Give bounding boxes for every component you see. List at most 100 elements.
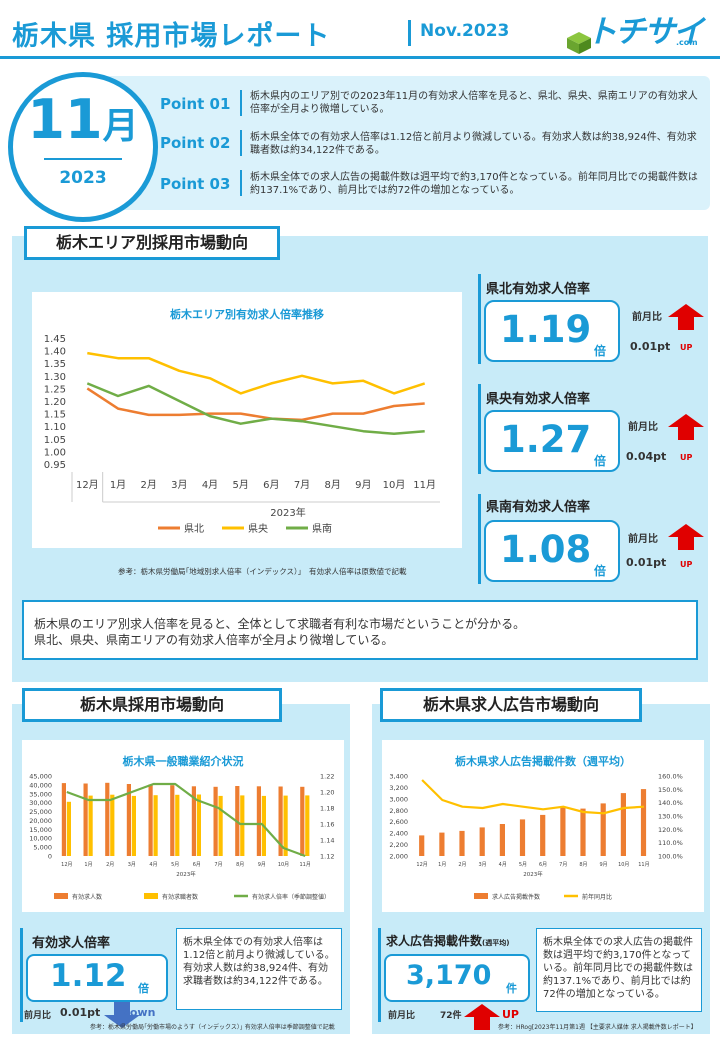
y-tick-label: 1.05 [44, 435, 66, 446]
y2-tick-label: 1.14 [320, 837, 334, 845]
y2-tick-label: 130.0% [658, 813, 683, 821]
kpi-south-accent [478, 494, 481, 584]
employment-kpi-unit: 倍 [138, 982, 149, 995]
y-tick-label: 20,000 [29, 817, 52, 825]
y-tick-label: 45,000 [29, 773, 52, 781]
kpi-north-unit: 倍 [594, 344, 607, 358]
logo-icon [567, 32, 591, 54]
bar-求人広告掲載件数 [580, 808, 586, 856]
x-tick-label: 1月 [438, 862, 446, 868]
arrow-up-icon [668, 414, 704, 440]
kpi-south-box: 1.08 倍 [484, 520, 620, 582]
arrow-down-icon [104, 1002, 140, 1028]
legend-label: 県央 [248, 522, 268, 535]
bar-有効求人数 [213, 786, 218, 856]
ads-combo-chart: 栃木県求人広告掲載件数（週平均） 2,000 2,200 2,400 2,600 2,80… [389, 754, 683, 901]
bar-求人広告掲載件数 [439, 832, 445, 856]
logo-text: トチサイ [586, 14, 704, 50]
x-tick-label: 3月 [128, 862, 136, 868]
bar-有効求職者数 [153, 795, 158, 856]
employment-combo-chart: 栃木県一般職業紹介状況 05,00010,00015,00020,00025,00… [29, 754, 334, 901]
series-line-県央 [87, 351, 426, 395]
legend-swatch [474, 893, 488, 899]
y-tick-label: 15,000 [29, 826, 52, 834]
x-axis-label: 2023年 [523, 870, 543, 878]
y2-tick-label: 1.18 [320, 805, 334, 813]
point-03-label: Point 03 [160, 175, 231, 193]
ads-kpi-value: 3,170 [406, 960, 492, 991]
month-year: 2023 [59, 168, 107, 188]
point-01-label: Point 01 [160, 95, 231, 113]
legend-label: 県北 [184, 523, 204, 535]
kpi-north-box: 1.19 倍 [484, 300, 620, 362]
bar-有効求人数 [191, 786, 196, 856]
y-tick-label: 40,000 [29, 781, 52, 789]
y-tick-label: 10,000 [29, 835, 52, 843]
x-tick-label: 7月 [559, 862, 567, 868]
ads-kpi-box: 3,170 件 [384, 954, 530, 1002]
y-tick-label: 25,000 [29, 808, 52, 816]
series-line-県南 [86, 382, 425, 436]
y-tick-label: 1.00 [44, 447, 66, 458]
y-tick-label: 3,000 [389, 795, 408, 803]
arrow-up-icon [668, 304, 704, 330]
y2-tick-label: 150.0% [658, 786, 683, 794]
y2-tick-label: 1.20 [320, 789, 334, 797]
x-tick-label: 11月 [638, 862, 649, 868]
ads-kpi-unit: 件 [506, 982, 517, 995]
employment-kpi-box: 1.12 倍 [26, 954, 168, 1002]
area-line-chart: 栃木エリア別有効求人倍率推移 0.95 1.001.05 1.101.15 1.20 1.… [44, 307, 440, 535]
bar-有効求人数 [148, 784, 153, 856]
y-tick-label: 2,600 [389, 818, 408, 826]
x-tick-label: 5月 [171, 862, 179, 868]
x-tick-label: 2月 [106, 862, 114, 868]
bar-求人広告掲載件数 [620, 793, 626, 856]
kpi-central-label: 県央有効求人倍率 [486, 392, 591, 407]
x-tick-label: 3月 [478, 862, 486, 868]
kpi-north-cmp: 前月比 [632, 312, 662, 323]
employment-kpi-direction: down [122, 1006, 156, 1019]
bar-有効求職者数 [131, 795, 136, 856]
x-tick-label: 6月 [193, 862, 201, 868]
bar-有効求職者数 [283, 795, 288, 856]
x-tick-label: 2月 [458, 862, 466, 868]
kpi-central-delta: 0.04pt [626, 450, 667, 463]
employment-section-title: 栃木県採用市場動向 [22, 688, 282, 722]
report-date: Nov.2023 [420, 21, 510, 41]
bar-有効求人数 [61, 783, 66, 856]
employment-kpi-delta: 0.01pt [60, 1006, 101, 1019]
chart-title: 栃木エリア別有効求人倍率推移 [170, 307, 324, 321]
arrow-up-icon [464, 1004, 500, 1030]
chart-title: 栃木県求人広告掲載件数（週平均） [455, 754, 631, 768]
y-tick-label: 1.30 [44, 372, 66, 383]
x-tick-label: 7月 [214, 862, 222, 868]
kpi-north-accent [478, 274, 481, 364]
header-rule [0, 56, 720, 59]
y-tick-label: 5,000 [33, 844, 52, 852]
kpi-central-box: 1.27 倍 [484, 410, 620, 472]
y-tick-label: 35,000 [29, 790, 52, 798]
bar-有効求職者数 [110, 794, 115, 856]
bar-求人広告掲載件数 [519, 819, 526, 856]
kpi-south-cmp: 前月比 [628, 534, 658, 545]
kpi-north-label: 県北有効求人倍率 [486, 282, 591, 297]
kpi-central-cmp: 前月比 [628, 422, 658, 433]
bar-求人広告掲載件数 [419, 835, 425, 856]
bar-有効求職者数 [305, 795, 310, 856]
x-tick-label: 10月 [383, 479, 406, 491]
kpi-central-value: 1.27 [500, 418, 592, 461]
area-chart-source: 参考：栃木県労働局｢地域別求人倍率（インデックス）｣ 有効求人倍率は原数値で記載 [118, 567, 407, 576]
bar-有効求職者数 [218, 795, 223, 856]
y-tick-label: 1.10 [44, 422, 66, 433]
kpi-south-direction: UP [680, 560, 693, 569]
bar-求人広告掲載件数 [540, 814, 546, 856]
point-01-divider [240, 90, 242, 116]
kpi-north-delta: 0.01pt [630, 340, 671, 353]
kpi-central-accent [478, 384, 481, 474]
y2-tick-label: 110.0% [658, 839, 683, 847]
y2-tick-label: 160.0% [658, 773, 683, 781]
bar-求人広告掲載件数 [459, 830, 465, 856]
x-tick-label: 11月 [413, 479, 436, 491]
bar-有効求職者数 [88, 795, 93, 856]
legend-label: 有効求人倍率（季節調整値） [252, 893, 330, 901]
